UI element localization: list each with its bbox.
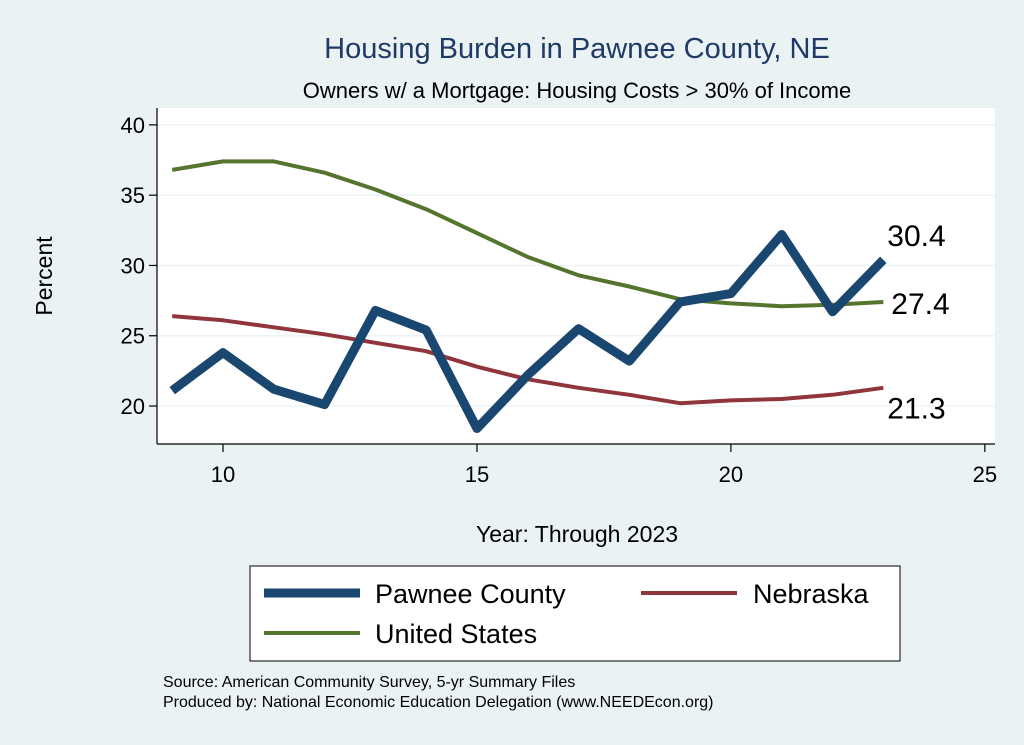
legend-box: [249, 565, 901, 662]
end-labels: 30.4 21.3 27.4: [887, 220, 949, 426]
legend-label-pawnee-county: Pawnee County: [375, 579, 566, 609]
source-note: Source: American Community Survey, 5-yr …: [163, 674, 575, 691]
produced-note: Produced by: National Economic Education…: [163, 694, 714, 711]
y-tick-label-25: 25: [121, 324, 145, 349]
chart-subtitle: Owners w/ a Mortgage: Housing Costs > 30…: [303, 78, 851, 103]
end-label-nebraska: 21.3: [887, 393, 945, 426]
legend-label-nebraska: Nebraska: [753, 579, 870, 609]
x-tick-label-10: 10: [211, 462, 235, 487]
y-tick-label-30: 30: [121, 253, 145, 278]
series-layer: [169, 159, 887, 433]
legend: Pawnee County Nebraska United States: [249, 565, 901, 662]
legend-label-united-states: United States: [375, 619, 537, 649]
x-tick-label-20: 20: [719, 462, 743, 487]
x-tick-label-25: 25: [973, 462, 997, 487]
y-tick-label-40: 40: [121, 113, 145, 138]
x-tick-label-15: 15: [465, 462, 489, 487]
series-line-pawnee-county: [169, 230, 887, 433]
x-axis-label: Year: Through 2023: [476, 521, 678, 547]
y-tick-label-20: 20: [121, 394, 145, 419]
end-label-united-states: 27.4: [891, 288, 949, 321]
series-line-united-states: [171, 159, 884, 309]
y-tick-label-35: 35: [121, 183, 145, 208]
axes: 20 25 30 35 40 10 15 20 25: [121, 108, 997, 487]
y-axis-label: Percent: [31, 236, 57, 316]
chart-title: Housing Burden in Pawnee County, NE: [324, 33, 830, 65]
end-label-pawnee-county: 30.4: [887, 220, 945, 253]
